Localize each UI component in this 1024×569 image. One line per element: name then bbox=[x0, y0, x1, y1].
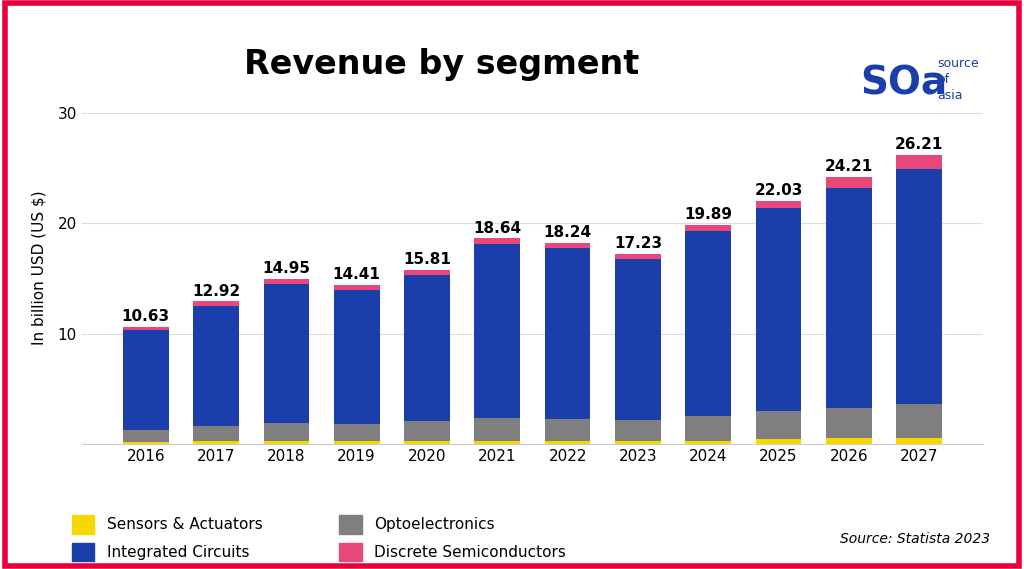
Bar bbox=[474, 441, 520, 444]
Bar bbox=[896, 438, 942, 444]
Bar bbox=[334, 290, 380, 424]
Bar bbox=[896, 155, 942, 169]
Bar bbox=[404, 275, 450, 421]
Text: 18.64: 18.64 bbox=[473, 221, 521, 236]
Bar bbox=[123, 442, 169, 444]
Bar bbox=[404, 421, 450, 441]
Bar bbox=[474, 418, 520, 441]
Bar bbox=[756, 411, 802, 439]
Bar bbox=[826, 177, 871, 188]
Bar bbox=[263, 279, 309, 284]
Bar bbox=[334, 424, 380, 442]
Text: 24.21: 24.21 bbox=[824, 159, 873, 174]
Text: 14.95: 14.95 bbox=[262, 261, 310, 277]
Text: 15.81: 15.81 bbox=[403, 251, 451, 267]
Bar bbox=[826, 188, 871, 408]
Bar bbox=[194, 426, 239, 442]
Text: 12.92: 12.92 bbox=[191, 283, 241, 299]
Bar bbox=[685, 440, 731, 444]
Text: 18.24: 18.24 bbox=[544, 225, 592, 240]
Bar bbox=[263, 284, 309, 423]
Bar bbox=[615, 441, 660, 444]
Text: SOa: SOa bbox=[860, 64, 947, 102]
Text: 19.89: 19.89 bbox=[684, 207, 732, 222]
Y-axis label: In billion USD (US $): In billion USD (US $) bbox=[32, 190, 46, 345]
Bar bbox=[474, 238, 520, 245]
Bar bbox=[474, 245, 520, 418]
Bar bbox=[615, 259, 660, 420]
Bar bbox=[615, 254, 660, 259]
Bar bbox=[545, 419, 591, 441]
Bar bbox=[685, 225, 731, 231]
Bar bbox=[334, 285, 380, 290]
Bar bbox=[334, 442, 380, 444]
Text: Source: Statista 2023: Source: Statista 2023 bbox=[840, 532, 990, 546]
Text: 14.41: 14.41 bbox=[333, 267, 381, 282]
Bar bbox=[545, 441, 591, 444]
Bar bbox=[263, 441, 309, 444]
Bar bbox=[685, 416, 731, 440]
Bar bbox=[545, 248, 591, 419]
Text: 10.63: 10.63 bbox=[122, 309, 170, 324]
Text: 22.03: 22.03 bbox=[755, 183, 803, 198]
Bar bbox=[896, 169, 942, 404]
Bar bbox=[123, 430, 169, 442]
Bar bbox=[404, 441, 450, 444]
Bar bbox=[756, 208, 802, 411]
Bar bbox=[194, 302, 239, 306]
Text: source
of
asia: source of asia bbox=[937, 57, 979, 102]
Bar bbox=[615, 420, 660, 441]
Bar bbox=[263, 423, 309, 441]
Bar bbox=[896, 404, 942, 438]
Bar bbox=[194, 442, 239, 444]
Text: Revenue by segment: Revenue by segment bbox=[244, 48, 639, 81]
Text: 17.23: 17.23 bbox=[614, 236, 663, 251]
Bar bbox=[826, 408, 871, 438]
Legend: Sensors & Actuators, Integrated Circuits, Optoelectronics, Discrete Semiconducto: Sensors & Actuators, Integrated Circuits… bbox=[72, 515, 566, 562]
Bar bbox=[123, 330, 169, 430]
Bar bbox=[545, 243, 591, 248]
Bar bbox=[756, 201, 802, 208]
Bar bbox=[756, 439, 802, 444]
Text: 26.21: 26.21 bbox=[895, 137, 943, 152]
Bar bbox=[685, 231, 731, 416]
Bar bbox=[123, 327, 169, 330]
Bar bbox=[404, 270, 450, 275]
Bar bbox=[826, 438, 871, 444]
Bar bbox=[194, 306, 239, 426]
